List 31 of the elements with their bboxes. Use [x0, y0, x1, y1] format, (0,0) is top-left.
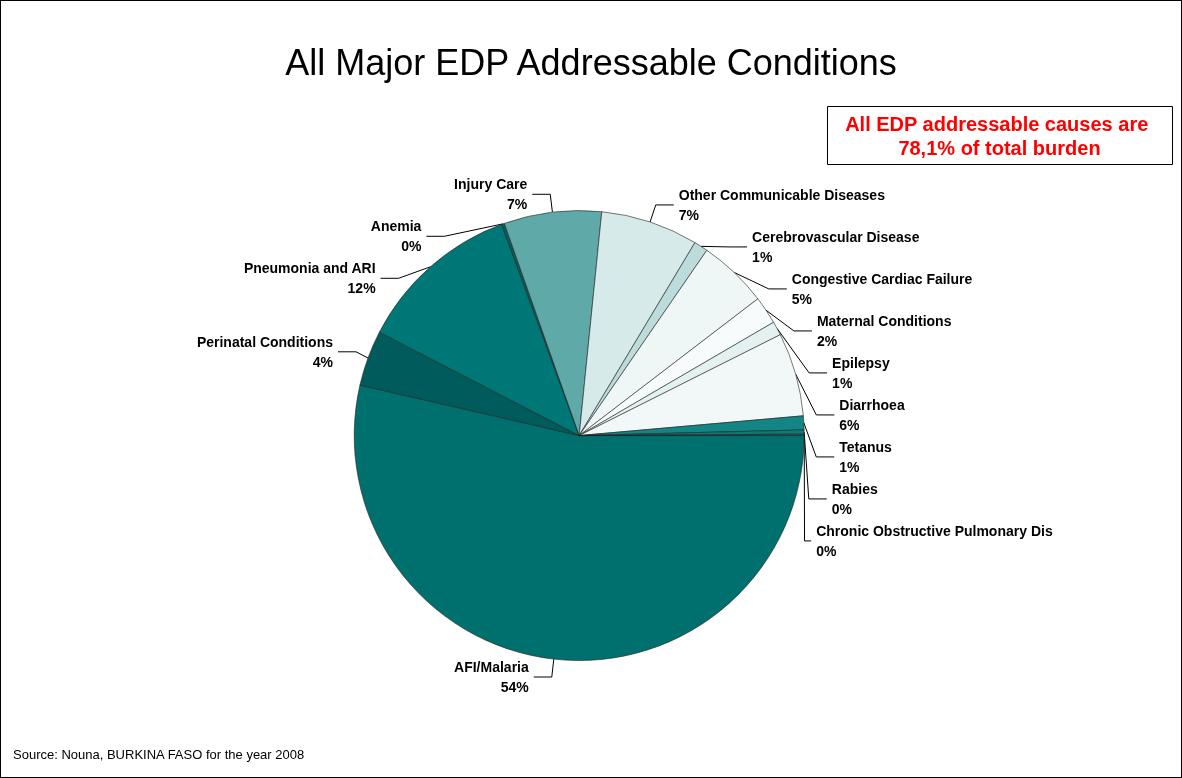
data-label: 6%	[839, 416, 861, 433]
slice-label: Diarrhoea	[839, 396, 905, 413]
slice-label: Injury Care	[454, 176, 528, 193]
slice-label: Perinatal Conditions	[196, 333, 334, 350]
data-label: 1%	[752, 248, 773, 265]
slice-label: Anemia	[370, 218, 422, 235]
slice-label: Chronic Obstructive Pulmonary Dis	[816, 522, 1053, 539]
data-label: 7%	[678, 206, 700, 223]
slice-label: Epilepsy	[832, 354, 890, 371]
data-label: 12%	[347, 280, 377, 297]
data-label: 4%	[312, 353, 334, 370]
slice-label: Cerebrovascular Disease	[752, 228, 920, 245]
slice-label: Maternal Conditions	[816, 312, 952, 329]
data-label: 0%	[831, 500, 853, 517]
source-note: Source: Nouna, BURKINA FASO for the year 2008	[13, 747, 305, 762]
data-label: 7%	[507, 196, 528, 213]
slice-label: Tetanus	[839, 438, 893, 455]
data-label: 1%	[839, 458, 861, 475]
slice-label: Pneumonia and ARI	[243, 260, 376, 277]
data-label: 1%	[832, 374, 853, 391]
slice-label: Congestive Cardiac Failure	[791, 270, 973, 287]
data-label: 5%	[791, 290, 813, 307]
chart-title: All Major EDP Addressable Conditions	[285, 41, 897, 83]
data-label: 0%	[816, 542, 837, 559]
slice-label: Rabies	[831, 480, 878, 497]
text: All EDP addressable causes are 78,1% of total burden	[845, 112, 1154, 159]
slice-label: AFI/Malaria	[454, 659, 529, 676]
data-label: 0%	[401, 238, 422, 255]
slice-label: Other Communicable Diseases	[678, 186, 886, 203]
data-label: 54%	[500, 679, 530, 696]
data-label: 2%	[816, 332, 838, 349]
